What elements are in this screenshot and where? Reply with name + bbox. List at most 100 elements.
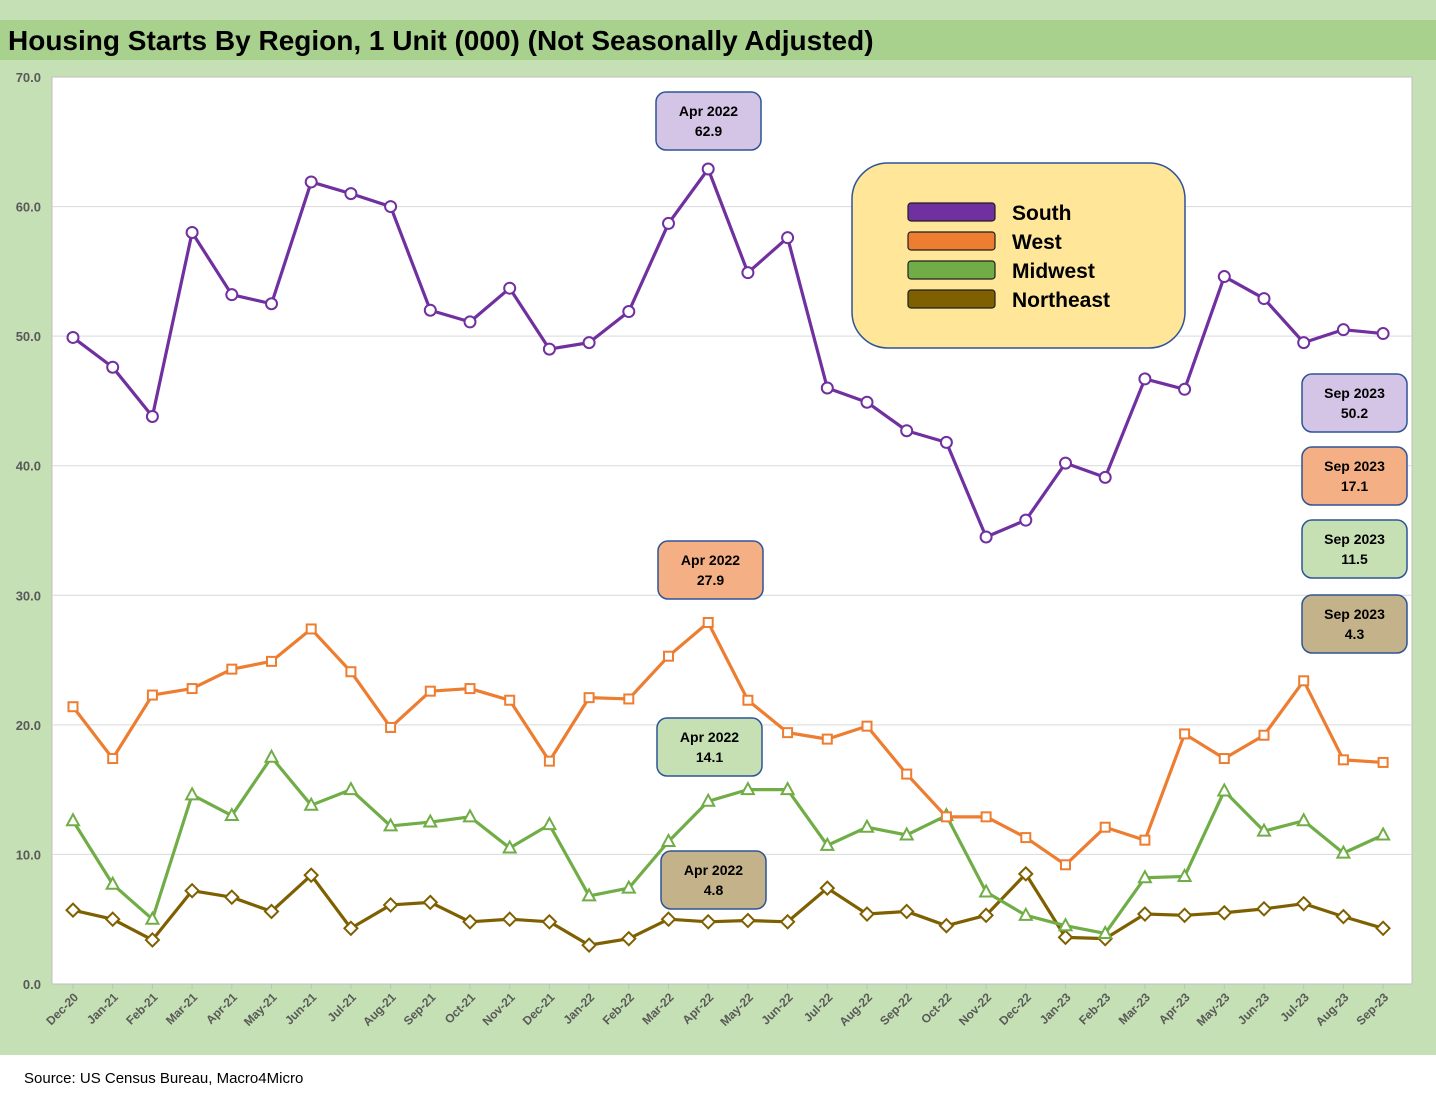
data-point-northeast: [65, 902, 81, 919]
data-point-midwest: [1176, 867, 1193, 882]
data-point-midwest: [740, 781, 756, 796]
legend-label-midwest: Midwest: [1012, 260, 1095, 283]
data-point-west: [821, 733, 833, 745]
data-point-west: [702, 616, 714, 628]
callout-label: Apr 2022: [680, 729, 739, 745]
y-tick-label: 30.0: [16, 588, 41, 603]
source-note: Source: US Census Bureau, Macro4Micro: [24, 1070, 303, 1087]
data-point-northeast: [422, 894, 439, 911]
data-point-midwest: [1256, 822, 1272, 837]
data-point-northeast: [898, 903, 915, 920]
callout-south-sep-2023: Sep 2023 50.2: [1301, 373, 1408, 433]
data-point-midwest: [105, 875, 121, 890]
data-point-northeast: [462, 913, 478, 930]
legend-label-south: South: [1012, 202, 1071, 225]
data-point-northeast: [1136, 906, 1153, 922]
data-point-west: [583, 692, 595, 704]
data-point-south: [1297, 336, 1311, 350]
data-point-midwest: [1137, 869, 1153, 884]
callout-box: [657, 540, 764, 600]
data-point-south: [1098, 470, 1112, 484]
data-point-west: [1139, 834, 1151, 846]
legend-label-west: West: [1012, 231, 1062, 254]
data-point-south: [582, 336, 596, 350]
data-point-northeast: [819, 880, 836, 897]
data-point-west: [186, 683, 198, 695]
data-point-northeast: [779, 913, 796, 930]
data-point-northeast: [104, 911, 121, 928]
data-point-northeast: [1375, 920, 1392, 937]
data-point-south: [423, 303, 437, 317]
legend-swatch-south: [907, 202, 996, 222]
callout-box: [655, 91, 762, 151]
data-point-midwest: [581, 887, 597, 902]
data-point-midwest: [899, 826, 915, 841]
data-point-northeast: [303, 867, 320, 884]
callout-label: Sep 2023: [1324, 385, 1385, 401]
data-point-midwest: [502, 839, 518, 854]
data-point-midwest: [541, 816, 558, 831]
data-point-northeast: [1256, 900, 1272, 917]
y-tick-label: 0.0: [23, 977, 41, 992]
data-point-south: [265, 297, 278, 311]
data-point-south: [503, 281, 517, 295]
data-point-west: [107, 753, 119, 765]
data-point-west: [385, 721, 397, 733]
data-point-northeast: [541, 913, 558, 930]
callout-value: 62.9: [695, 123, 722, 139]
data-point-west: [782, 727, 794, 739]
data-point-northeast: [660, 911, 677, 928]
series-line-midwest: [71, 755, 1384, 936]
callout-value: 11.5: [1341, 551, 1368, 567]
callout-west-sep-2023: Sep 2023 17.1: [1301, 446, 1408, 506]
y-tick-label: 40.0: [16, 459, 41, 474]
data-point-midwest: [700, 792, 716, 807]
data-point-west: [861, 720, 873, 732]
data-point-west: [266, 655, 277, 667]
callout-value: 4.8: [704, 882, 724, 898]
data-point-midwest: [263, 748, 280, 763]
data-point-south: [384, 200, 398, 214]
data-point-midwest: [621, 879, 637, 894]
data-point-northeast: [700, 913, 717, 930]
data-point-midwest: [184, 786, 200, 801]
legend-swatch-midwest: [907, 260, 996, 280]
legend-label-northeast: Northeast: [1012, 289, 1110, 312]
chart-title: Housing Starts By Region, 1 Unit (000) (…: [8, 25, 874, 56]
data-point-south: [106, 360, 120, 374]
data-point-midwest: [1296, 812, 1312, 827]
data-point-midwest: [859, 818, 875, 833]
data-point-south: [662, 216, 675, 230]
data-point-south: [145, 409, 159, 423]
data-point-south: [1217, 270, 1231, 284]
data-point-west: [1337, 754, 1349, 766]
legend: South West Midwest Northeast: [851, 162, 1186, 349]
data-point-south: [781, 231, 795, 245]
data-point-northeast: [739, 912, 756, 929]
data-point-midwest: [660, 832, 677, 847]
callout-northeast-apr-2022: Apr 2022 4.8: [660, 850, 767, 910]
data-point-south: [820, 381, 834, 395]
series-line-northeast: [72, 872, 1384, 947]
data-point-south: [185, 225, 199, 239]
data-point-south: [1138, 372, 1152, 386]
data-point-west: [226, 663, 238, 675]
series-west: [67, 616, 1389, 871]
data-point-south: [622, 305, 636, 319]
callout-label: Apr 2022: [684, 862, 743, 878]
data-point-west: [504, 694, 516, 706]
y-tick-label: 60.0: [16, 200, 41, 215]
data-point-west: [1377, 756, 1389, 768]
data-point-south: [900, 424, 914, 438]
data-point-northeast: [1017, 865, 1034, 882]
data-point-midwest: [779, 781, 796, 796]
data-point-midwest: [422, 813, 438, 828]
data-point-west: [464, 683, 476, 695]
data-point-west: [1258, 729, 1270, 741]
callout-label: Sep 2023: [1324, 606, 1385, 622]
data-point-midwest: [1335, 844, 1352, 859]
data-point-west: [663, 650, 674, 662]
